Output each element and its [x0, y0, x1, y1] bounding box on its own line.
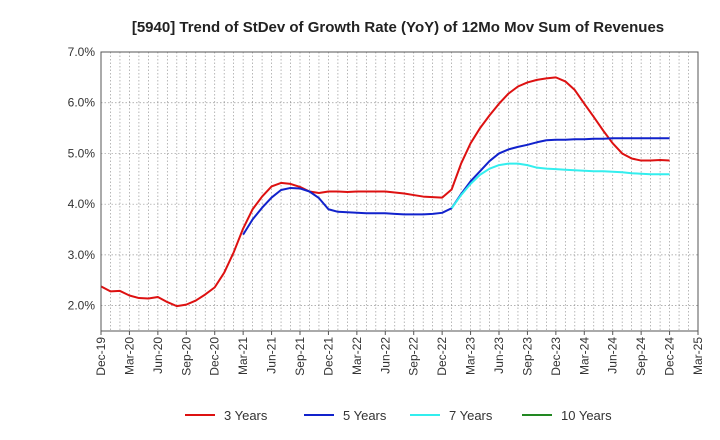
x-tick-label: Jun-22 — [378, 337, 392, 374]
legend-label-5-years: 5 Years — [343, 408, 387, 423]
y-tick-label: 7.0% — [68, 45, 96, 59]
series-line-3-years — [100, 76, 670, 308]
x-tick-label: Jun-23 — [492, 337, 506, 374]
y-tick-label: 2.0% — [68, 299, 96, 313]
legend-label-3-years: 3 Years — [224, 408, 268, 423]
x-tick-label: Sep-20 — [179, 337, 193, 376]
y-tick-label: 6.0% — [68, 96, 96, 110]
x-tick-label: Mar-25 — [691, 337, 705, 375]
x-tick-label: Mar-22 — [350, 337, 364, 375]
legend-label-7-years: 7 Years — [449, 408, 493, 423]
series-line-7-years — [450, 162, 670, 209]
x-tick-label: Jun-24 — [606, 337, 620, 374]
x-tick-label: Dec-19 — [94, 337, 108, 376]
x-tick-label: Sep-21 — [293, 337, 307, 376]
x-tick-label: Dec-24 — [663, 337, 677, 376]
x-tick-label: Jun-20 — [151, 337, 165, 374]
x-tick-label: Jun-21 — [265, 337, 279, 374]
y-tick-label: 3.0% — [68, 248, 96, 262]
x-tick-label: Dec-23 — [549, 337, 563, 376]
x-tick-label: Mar-24 — [577, 337, 591, 375]
x-tick-label: Mar-21 — [236, 337, 250, 375]
x-tick-label: Sep-23 — [520, 337, 534, 376]
plot-area — [101, 52, 698, 331]
chart-title: [5940] Trend of StDev of Growth Rate (Yo… — [132, 19, 664, 36]
y-axis-ticks: 2.0% 3.0% 4.0% 5.0% 6.0% 7.0% — [68, 45, 96, 313]
x-tick-label: Sep-24 — [634, 337, 648, 376]
x-tick-label: Mar-23 — [464, 337, 478, 375]
plot-border — [100, 51, 699, 332]
x-axis-ticks: Dec-19 Mar-20 Jun-20 Sep-20 Dec-20 Mar-21 Jun-… — [94, 331, 705, 376]
x-tick-label: Dec-20 — [208, 337, 222, 376]
legend: 3 Years 5 Years 7 Years 10 Years — [185, 408, 612, 423]
legend-label-10-years: 10 Years — [561, 408, 612, 423]
x-tick-label: Dec-22 — [435, 337, 449, 376]
y-tick-label: 5.0% — [68, 146, 96, 160]
x-tick-label: Sep-22 — [407, 337, 421, 376]
series-lines — [100, 76, 670, 308]
x-tick-label: Dec-21 — [321, 337, 335, 376]
y-tick-label: 4.0% — [68, 197, 96, 211]
x-tick-label: Mar-20 — [122, 337, 136, 375]
